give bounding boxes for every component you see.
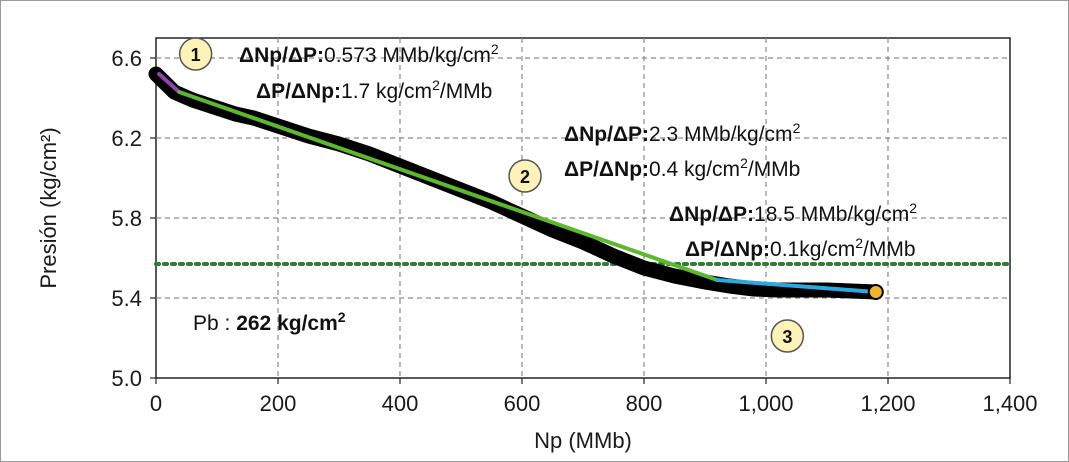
segment-marker-label: 2 [520,167,530,187]
end-point-marker [867,284,884,300]
segment-marker-2 [508,159,542,193]
x-tick-label: 200 [260,391,297,416]
segment-marker-label: 1 [191,45,201,65]
x-tick-label: 1,400 [982,391,1037,416]
y-tick-label: 5.4 [111,286,142,311]
x-tick-label: 1,000 [738,391,793,416]
y-axis-ticks: 5.0 5.4 5.8 6.2 6.6 [111,46,156,391]
segment-markers: 1 2 3 [178,37,805,353]
x-tick-label: 0 [150,391,162,416]
x-axis-title: Np (MMb) [534,428,632,453]
fit-segments [157,72,884,300]
fit-segment-3 [715,278,878,294]
seg1-annotation-line2: ΔP/ΔNp:1.7 kg/cm2/MMb [256,77,492,103]
seg3-annotation-line1: ΔNp/ΔP:18.5 MMb/kg/cm2 [669,200,917,226]
y-axis-title: Presión (kg/cm²) [36,127,61,288]
y-tick-label: 5.0 [111,366,142,391]
y-tick-label: 5.8 [111,206,142,231]
segment-marker-1 [178,37,213,71]
x-tick-label: 400 [382,391,419,416]
x-tick-label: 600 [504,391,541,416]
segment-marker-label: 3 [782,327,792,347]
seg2-annotation-line1: ΔNp/ΔP:2.3 MMb/kg/cm2 [564,120,801,146]
x-axis-ticks: 0 200 400 600 800 1,000 1,200 1,400 [150,378,1038,416]
x-tick-label: 800 [626,391,663,416]
segment-marker-3 [770,319,805,353]
fit-segment-1 [157,72,182,94]
pb-annotation: Pb : 262 kg/cm2 [193,309,346,335]
seg3-annotation-line2: ΔP/ΔNp:0.1kg/cm2/MMb [685,235,916,261]
x-tick-label: 1,200 [860,391,915,416]
seg2-annotation-line2: ΔP/ΔNp:0.4 kg/cm2/MMb [564,155,800,181]
y-tick-label: 6.6 [111,46,142,71]
fit-segment-2 [177,90,720,282]
seg1-annotation-line1: ΔNp/ΔP:0.573 MMb/kg/cm2 [239,41,499,67]
plot-area-frame [155,37,1011,379]
y-tick-label: 6.2 [111,126,142,151]
